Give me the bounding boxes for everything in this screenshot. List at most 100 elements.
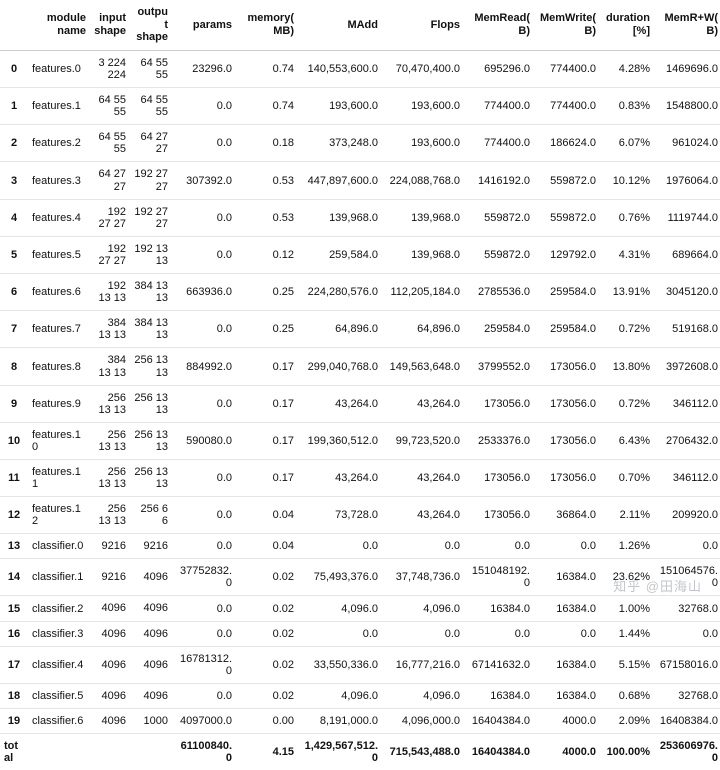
total-cell-params: 61100840.0	[172, 733, 236, 770]
table-row: 18classifier.5409640960.00.024,096.04,09…	[0, 683, 720, 708]
cell-module: features.10	[28, 422, 90, 459]
total-cell-module	[28, 733, 90, 770]
cell-out: 192 2727	[130, 199, 172, 236]
cell-memread: 16384.0	[464, 596, 534, 621]
cell-memread: 559872.0	[464, 199, 534, 236]
table-row: 0features.03 22422464 555523296.00.74140…	[0, 50, 720, 87]
cell-memory: 0.00	[236, 708, 298, 733]
col-params: params	[172, 0, 236, 50]
cell-memory: 0.17	[236, 459, 298, 496]
cell-idx: 0	[0, 50, 28, 87]
table-row: 5features.519227 27192 13130.00.12259,58…	[0, 236, 720, 273]
cell-duration: 1.00%	[600, 596, 654, 621]
cell-madd: 8,191,000.0	[298, 708, 382, 733]
cell-memory: 0.17	[236, 422, 298, 459]
col-module-name: modulename	[28, 0, 90, 50]
cell-memread: 2533376.0	[464, 422, 534, 459]
cell-in: 19227 27	[90, 236, 130, 273]
cell-memread: 173056.0	[464, 459, 534, 496]
cell-memrw: 0.0	[654, 534, 720, 559]
table-row: 7features.738413 13384 13130.00.2564,896…	[0, 311, 720, 348]
cell-in: 25613 13	[90, 497, 130, 534]
cell-flops: 4,096,000.0	[382, 708, 464, 733]
table-row: 6features.619213 13384 1313663936.00.252…	[0, 274, 720, 311]
cell-in: 4096	[90, 708, 130, 733]
cell-memread: 0.0	[464, 621, 534, 646]
col-index	[0, 0, 28, 50]
cell-in: 38413 13	[90, 348, 130, 385]
cell-memread: 559872.0	[464, 236, 534, 273]
total-cell-memory: 4.15	[236, 733, 298, 770]
cell-idx: 18	[0, 683, 28, 708]
cell-memread: 1416192.0	[464, 162, 534, 199]
cell-flops: 4,096.0	[382, 596, 464, 621]
cell-idx: 17	[0, 646, 28, 683]
cell-madd: 373,248.0	[298, 125, 382, 162]
cell-out: 384 1313	[130, 274, 172, 311]
cell-params: 16781312.0	[172, 646, 236, 683]
cell-params: 0.0	[172, 311, 236, 348]
cell-memory: 0.74	[236, 50, 298, 87]
cell-memread: 3799552.0	[464, 348, 534, 385]
col-flops: Flops	[382, 0, 464, 50]
cell-memread: 151048192.0	[464, 559, 534, 596]
cell-flops: 193,600.0	[382, 125, 464, 162]
cell-madd: 0.0	[298, 534, 382, 559]
cell-memrw: 1469696.0	[654, 50, 720, 87]
cell-params: 0.0	[172, 125, 236, 162]
cell-idx: 8	[0, 348, 28, 385]
cell-out: 192 2727	[130, 162, 172, 199]
cell-memory: 0.02	[236, 559, 298, 596]
cell-memwrite: 16384.0	[534, 646, 600, 683]
cell-memrw: 2706432.0	[654, 422, 720, 459]
cell-duration: 0.72%	[600, 311, 654, 348]
cell-idx: 1	[0, 88, 28, 125]
cell-memory: 0.02	[236, 621, 298, 646]
cell-memwrite: 0.0	[534, 534, 600, 559]
total-cell-duration: 100.00%	[600, 733, 654, 770]
cell-memrw: 346112.0	[654, 385, 720, 422]
cell-memwrite: 173056.0	[534, 422, 600, 459]
col-memwrite: MemWrite(B)	[534, 0, 600, 50]
cell-module: features.6	[28, 274, 90, 311]
cell-memory: 0.04	[236, 534, 298, 559]
cell-memrw: 346112.0	[654, 459, 720, 496]
total-cell-flops: 715,543,488.0	[382, 733, 464, 770]
cell-in: 4096	[90, 683, 130, 708]
table-row: 2features.264 555564 27270.00.18373,248.…	[0, 125, 720, 162]
cell-memrw: 1976064.0	[654, 162, 720, 199]
cell-memrw: 0.0	[654, 621, 720, 646]
cell-module: classifier.4	[28, 646, 90, 683]
cell-madd: 199,360,512.0	[298, 422, 382, 459]
cell-module: features.3	[28, 162, 90, 199]
cell-flops: 224,088,768.0	[382, 162, 464, 199]
cell-module: features.2	[28, 125, 90, 162]
cell-flops: 43,264.0	[382, 459, 464, 496]
table-row: 19classifier.6409610004097000.00.008,191…	[0, 708, 720, 733]
total-cell-memrw: 253606976.0	[654, 733, 720, 770]
cell-idx: 3	[0, 162, 28, 199]
cell-module: features.0	[28, 50, 90, 87]
cell-idx: 9	[0, 385, 28, 422]
cell-out: 64 2727	[130, 125, 172, 162]
col-memrw: MemR+W(B)	[654, 0, 720, 50]
cell-duration: 6.43%	[600, 422, 654, 459]
cell-memrw: 151064576.0	[654, 559, 720, 596]
cell-duration: 6.07%	[600, 125, 654, 162]
cell-flops: 0.0	[382, 534, 464, 559]
cell-duration: 4.28%	[600, 50, 654, 87]
cell-memrw: 1119744.0	[654, 199, 720, 236]
cell-memrw: 3972608.0	[654, 348, 720, 385]
cell-memwrite: 173056.0	[534, 385, 600, 422]
cell-memory: 0.53	[236, 162, 298, 199]
table-row: 3features.364 2727192 2727307392.00.5344…	[0, 162, 720, 199]
cell-flops: 193,600.0	[382, 88, 464, 125]
cell-duration: 1.26%	[600, 534, 654, 559]
table-row: 9features.925613 13256 13130.00.1743,264…	[0, 385, 720, 422]
cell-duration: 0.72%	[600, 385, 654, 422]
cell-flops: 70,470,400.0	[382, 50, 464, 87]
cell-module: classifier.6	[28, 708, 90, 733]
cell-memrw: 32768.0	[654, 596, 720, 621]
cell-params: 0.0	[172, 596, 236, 621]
cell-in: 38413 13	[90, 311, 130, 348]
